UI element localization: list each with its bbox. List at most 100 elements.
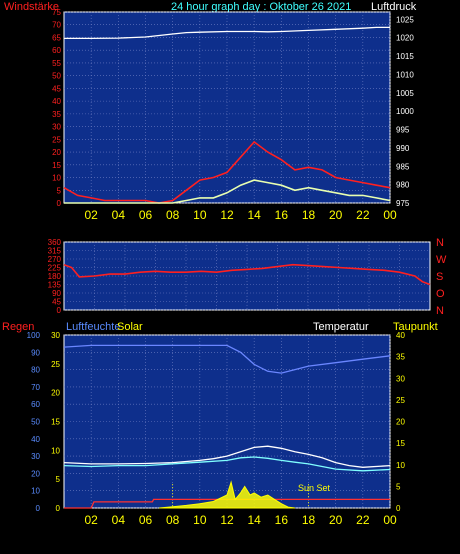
compass-label: W (436, 254, 447, 266)
x-tick-label: 00 (383, 208, 397, 222)
left-tick-label: 135 (48, 281, 62, 290)
right-tick-label: 985 (396, 162, 410, 171)
left-tick-label: 10 (31, 487, 40, 496)
left-tick-label: 90 (31, 348, 40, 357)
left-tick-label: 20 (52, 148, 61, 157)
inner-left-tick-label: 25 (51, 360, 60, 369)
x-tick-label: 02 (84, 513, 98, 527)
x-tick-label: 20 (329, 208, 343, 222)
x-tick-label: 12 (220, 208, 234, 222)
left-tick-label: 0 (36, 504, 41, 513)
right-ticks-temperature: 0 5 10 15 20 25 30 35 40 (396, 331, 405, 513)
x-tick-label: 20 (329, 513, 343, 527)
x-tick-label: 14 (247, 208, 261, 222)
left-tick-label: 5 (57, 186, 62, 195)
series-line-temperatur (63, 445, 391, 468)
left-tick-label: 225 (48, 264, 62, 273)
x-tick-label: 16 (275, 513, 289, 527)
right-tick-label: 25 (396, 396, 405, 405)
left-tick-label: 10 (52, 174, 61, 183)
right-tick-label: 0 (396, 504, 401, 513)
x-tick-label: 18 (302, 208, 316, 222)
right-tick-label: 1005 (396, 89, 414, 98)
left-tick-label: 45 (52, 84, 61, 93)
left-axis-label-solar: Solar (117, 321, 143, 333)
inner-left-tick-label: 5 (56, 475, 61, 484)
left-ticks-humidity: 0 10 20 30 40 50 60 70 80 90 100 (27, 331, 41, 513)
right-tick-label: 40 (396, 331, 405, 340)
left-tick-label: 50 (31, 418, 40, 427)
chart-title: 24 hour graph day : Oktober 26 2021 (171, 1, 351, 13)
series-line-regen (64, 498, 390, 509)
x-tick-label: 04 (112, 513, 126, 527)
left-tick-label: 50 (52, 72, 61, 81)
left-tick-label: 90 (52, 289, 61, 298)
x-tick-label: 08 (166, 513, 180, 527)
left-axis-label-rain: Regen (2, 321, 34, 333)
left-tick-label: 70 (31, 383, 40, 392)
grid-wind-pressure (64, 11, 391, 204)
right-tick-label: 975 (396, 199, 410, 208)
inner-left-ticks-solar: 0 5 10 15 20 25 30 (51, 331, 60, 513)
right-tick-label: 1010 (396, 70, 414, 79)
x-tick-label: 22 (356, 208, 370, 222)
right-tick-label: 1015 (396, 52, 414, 61)
right-tick-label: 1025 (396, 15, 414, 24)
left-ticks-wind: 0 5 10 15 20 25 30 35 40 45 50 55 60 65 70 75 (52, 8, 61, 208)
x-tick-label: 06 (139, 208, 153, 222)
compass-label: N (436, 305, 444, 317)
right-tick-label: 990 (396, 144, 410, 153)
grid-wind-direction (64, 241, 430, 311)
x-tick-label: 02 (84, 208, 98, 222)
series-wind-direction (63, 263, 431, 286)
series-line-windböen (63, 140, 391, 204)
rain-humidity-temp-panel: 0 10 20 30 40 50 60 70 80 90 100 0 5 10 15 20 25 30 0 5 10… (27, 331, 406, 527)
left-tick-label: 360 (48, 238, 62, 247)
x-tick-label: 06 (139, 513, 153, 527)
inner-left-tick-label: 10 (51, 446, 60, 455)
compass-label: O (436, 288, 445, 300)
left-tick-label: 70 (52, 21, 61, 30)
x-ticks-rain-humidity-temp: 02 04 06 08 10 12 14 16 18 20 22 00 (84, 513, 397, 527)
left-tick-label: 60 (52, 46, 61, 55)
left-tick-label: 20 (31, 469, 40, 478)
inner-left-tick-label: 20 (51, 389, 60, 398)
left-tick-label: 0 (57, 306, 62, 315)
left-tick-label: 35 (52, 110, 61, 119)
left-tick-label: 65 (52, 33, 61, 42)
x-tick-label: 00 (383, 513, 397, 527)
series-line-windstärke (64, 179, 391, 204)
x-tick-label: 22 (356, 513, 370, 527)
left-tick-label: 270 (48, 255, 62, 264)
inner-left-tick-label: 30 (51, 331, 60, 340)
left-tick-label: 30 (31, 452, 40, 461)
x-tick-label: 04 (112, 208, 126, 222)
compass-label: N (436, 237, 444, 249)
x-tick-label: 08 (166, 208, 180, 222)
series-line-luftdruck (64, 26, 390, 40)
left-tick-label: 40 (52, 97, 61, 106)
left-tick-label: 315 (48, 247, 62, 256)
series-rain-humidity-temp (63, 344, 391, 509)
series-line-luftfeuchte (63, 344, 391, 374)
inner-left-tick-label: 15 (51, 418, 60, 427)
series-wind-pressure (63, 26, 391, 204)
x-tick-label: 10 (193, 513, 207, 527)
left-tick-label: 15 (52, 161, 61, 170)
right-tick-label: 1000 (396, 107, 414, 116)
left-tick-label: 75 (52, 8, 61, 17)
right-tick-label: 995 (396, 126, 410, 135)
right-tick-label: 1020 (396, 34, 414, 43)
left-tick-label: 25 (52, 135, 61, 144)
right-axis-label-dewpoint: Taupunkt (393, 321, 438, 333)
left-tick-label: 180 (48, 272, 62, 281)
right-tick-label: 980 (396, 181, 410, 190)
left-tick-label: 0 (57, 199, 62, 208)
right-ticks-pressure: 975 980 985 990 995 1000 1005 1010 1015 1020 1025 (396, 15, 414, 208)
left-axis-label-humidity: Luftfeuchte (66, 321, 120, 333)
left-tick-label: 45 (52, 298, 61, 307)
